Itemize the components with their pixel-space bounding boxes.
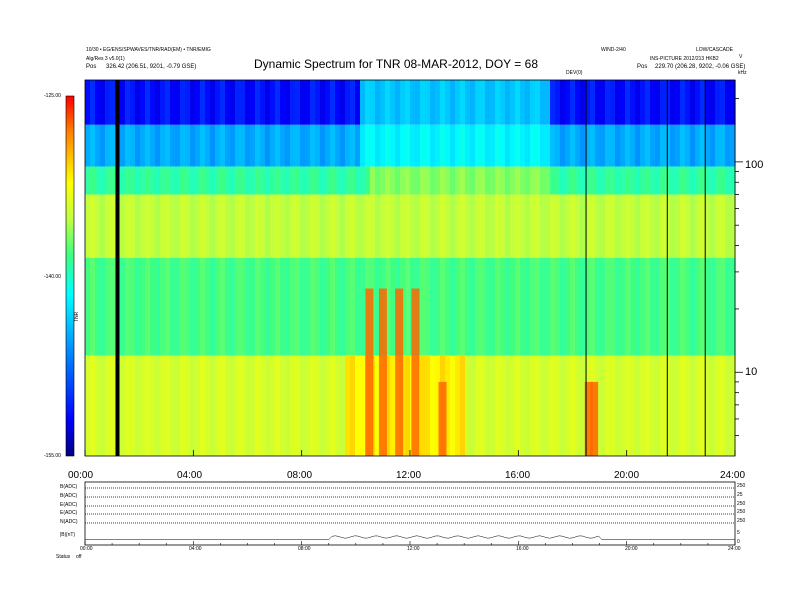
- colorbar-tick-top: -125.00: [44, 93, 61, 99]
- status-value: off: [76, 554, 82, 560]
- panel-row-label: |B|(nT): [60, 532, 76, 538]
- panel-x-tick: 24:00: [728, 546, 741, 552]
- panel-right-label: 5: [737, 530, 740, 536]
- header-left-pos-value: 326.42 (206.51, 9201, -0.79 GSE): [106, 64, 197, 70]
- panel-b-trace: [85, 535, 735, 540]
- header-left-pos: Pos 326.42 (206.51, 9201, -0.79 GSE): [86, 64, 196, 71]
- panel-x-tick: 08:00: [298, 546, 311, 552]
- burst-mark: [584, 381, 593, 456]
- burst-mark: [378, 288, 387, 456]
- burst-mark: [395, 288, 404, 456]
- x-tick-label: 00:00: [68, 470, 94, 481]
- panel-frame: [84, 481, 736, 546]
- burst-mark: [438, 381, 447, 456]
- band-green-lower: [85, 257, 736, 356]
- panel-x-tick: 00:00: [80, 546, 93, 552]
- corner-v-label: V: [739, 54, 743, 60]
- x-tick-label: 16:00: [505, 470, 531, 481]
- panel-row-label: N(ADC): [60, 519, 78, 525]
- header-right-pos: Pos 229.70 (206.28, 9202, -0.06 GSE): [637, 64, 745, 71]
- corner-unit-label: kHz: [738, 70, 747, 76]
- header-left-line1: 10/30 • EG/ENS/SPWAVES/TNR/RAD(EM) • TNR…: [86, 47, 211, 53]
- burst-mark: [411, 288, 420, 456]
- band-background-high: [85, 80, 736, 125]
- panel-right-label: 250: [737, 483, 746, 489]
- burst-mark: [590, 381, 599, 456]
- x-tick-label: 08:00: [287, 470, 313, 481]
- band-cyan-mid: [85, 124, 736, 167]
- x-tick-label: 04:00: [177, 470, 203, 481]
- header-left-line2: Alg/Res 3 v5.0(1): [86, 56, 125, 62]
- x-tick-label: 12:00: [396, 470, 422, 481]
- panel-right-label: 25: [737, 492, 743, 498]
- panel-row-label: E(ADC): [60, 510, 78, 516]
- colorbar-tick-bottom: -155.00: [44, 453, 61, 459]
- panel-right-label: 250: [737, 509, 746, 515]
- panel-x-tick: 04:00: [189, 546, 202, 552]
- x-tick-label: 20:00: [614, 470, 640, 481]
- panel-right-label: 250: [737, 501, 746, 507]
- y-tick-label-100: 100: [745, 159, 764, 171]
- header-right-pos-label: Pos: [637, 64, 648, 70]
- band-green-upper: [85, 166, 736, 195]
- gap-marker-label: DEV(0): [566, 70, 583, 76]
- panel-x-tick: 12:00: [407, 546, 420, 552]
- panel-x-tick: 16:00: [516, 546, 529, 552]
- y-tick-label-10: 10: [745, 366, 758, 378]
- header-right-pos-value: 229.70 (206.28, 9202, -0.06 GSE): [655, 64, 746, 70]
- panel-x-tick: 20:00: [625, 546, 638, 552]
- header-right-line2: INS-PICTURE 2012/213 HKB2: [650, 56, 719, 62]
- panel-right-label: 0: [737, 539, 740, 545]
- colorbar-tick-mid: -140.00: [44, 274, 61, 280]
- panel-row-label: B(ADC): [60, 484, 78, 490]
- panel-row-label: E(ADC): [60, 502, 78, 508]
- header-right-line1b: LOW/CASCADE: [696, 47, 733, 53]
- band-yellow-band: [85, 194, 736, 258]
- header-left-pos-label: Pos: [86, 64, 97, 70]
- header-right-line1: WIND-2/40: [601, 47, 626, 53]
- panel-row-label: B(ADC): [60, 493, 78, 499]
- panel-right-label: 250: [737, 518, 746, 524]
- x-tick-label: 24:00: [720, 470, 746, 481]
- status-label: Status: [56, 554, 71, 560]
- chart-title: Dynamic Spectrum for TNR 08-MAR-2012, DO…: [254, 57, 538, 71]
- burst-mark: [365, 288, 374, 456]
